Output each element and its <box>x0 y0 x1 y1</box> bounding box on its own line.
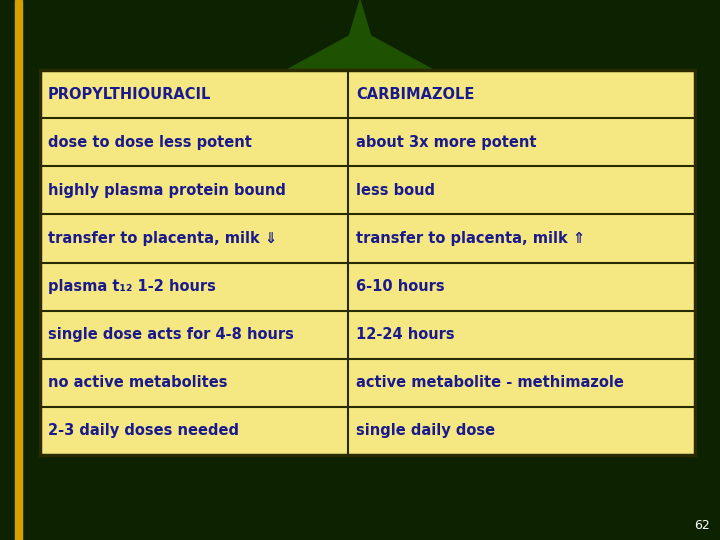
Polygon shape <box>230 0 490 440</box>
Text: single daily dose: single daily dose <box>356 423 495 438</box>
Text: active metabolite - methimazole: active metabolite - methimazole <box>356 375 624 390</box>
Text: no active metabolites: no active metabolites <box>48 375 228 390</box>
Text: 6-10 hours: 6-10 hours <box>356 279 444 294</box>
Text: about 3x more potent: about 3x more potent <box>356 134 536 150</box>
Text: PROPYLTHIOURACIL: PROPYLTHIOURACIL <box>48 86 212 102</box>
Text: dose to dose less potent: dose to dose less potent <box>48 134 252 150</box>
Bar <box>40 70 695 455</box>
Text: transfer to placenta, milk ⇓: transfer to placenta, milk ⇓ <box>48 231 277 246</box>
Bar <box>40 70 695 455</box>
Text: highly plasma protein bound: highly plasma protein bound <box>48 183 286 198</box>
Text: 2-3 daily doses needed: 2-3 daily doses needed <box>48 423 239 438</box>
Text: single dose acts for 4-8 hours: single dose acts for 4-8 hours <box>48 327 294 342</box>
Text: 62: 62 <box>694 519 710 532</box>
Text: plasma t₁₂ 1-2 hours: plasma t₁₂ 1-2 hours <box>48 279 216 294</box>
Polygon shape <box>250 30 470 90</box>
Bar <box>15 0 22 540</box>
Text: CARBIMAZOLE: CARBIMAZOLE <box>356 86 474 102</box>
Text: less boud: less boud <box>356 183 435 198</box>
Text: 12-24 hours: 12-24 hours <box>356 327 454 342</box>
Text: transfer to placenta, milk ⇑: transfer to placenta, milk ⇑ <box>356 231 585 246</box>
